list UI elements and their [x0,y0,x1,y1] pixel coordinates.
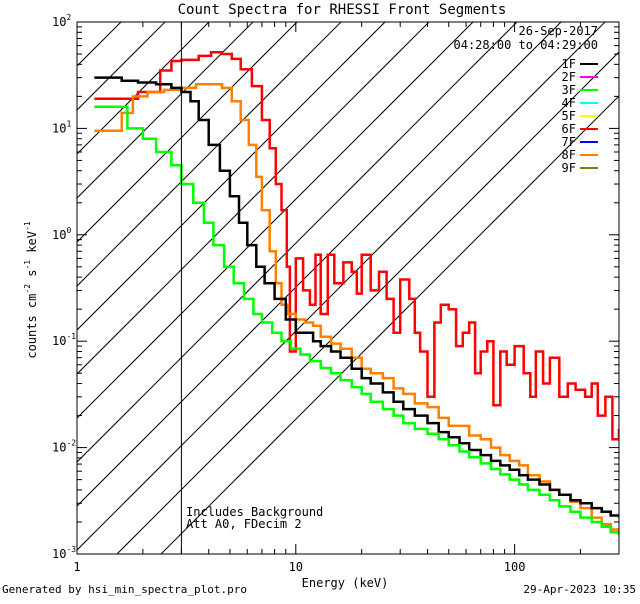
axis-ticks [76,21,620,555]
x-tick-label-1: 1 [73,560,80,574]
legend-entry: 8F [562,148,598,162]
hatch-line [77,22,254,199]
annotation-background: Includes Background [186,505,323,519]
y-tick-label-1: 100 [52,226,71,242]
series-6F-line [94,50,619,441]
y-tick-label-100: 102 [52,13,71,29]
legend-entry: 4F [562,96,598,110]
svg-text:2F: 2F [562,70,576,84]
y-tick-label-0.1: 10-1 [52,332,76,348]
hatch-line [77,22,342,287]
hatch-line [77,22,606,551]
time-range-label: 04:28:00 to 04:29:00 [454,38,599,52]
svg-text:10-1: 10-1 [52,332,76,348]
hatch-line [77,22,122,67]
legend-entry: 7F [562,135,598,149]
svg-text:7F: 7F [562,135,576,149]
series-1F-line [94,76,619,518]
legend-entry: 5F [562,109,598,123]
series-3F-line [94,105,619,536]
svg-text:10-2: 10-2 [52,439,76,455]
hatch-line [77,22,210,155]
svg-text:4F: 4F [562,96,576,110]
svg-text:9F: 9F [562,161,576,175]
legend-entry: 9F [562,161,598,175]
annotation-attenuator: Att A0, FDecim 2 [186,517,302,531]
chart-title: Count Spectra for RHESSI Front Segments [178,2,507,18]
hatch-line [116,51,619,554]
legend-entry: 3F [562,83,598,97]
footer-generated-by: Generated by hsi_min_spectra_plot.pro [2,583,248,596]
y-axis-label: counts cm-2 s-1 keV-1 [23,221,39,358]
svg-text:101: 101 [52,119,71,135]
svg-text:5F: 5F [562,109,576,123]
series-8F-line [94,82,619,536]
hatch-line [77,22,430,375]
legend-entry: 2F [562,70,598,84]
svg-text:3F: 3F [562,83,576,97]
svg-text:6F: 6F [562,122,576,136]
plot-frame [76,21,620,555]
legend-entry: 1F [562,57,598,71]
hatch-line [77,22,298,243]
hatch-line [77,22,78,23]
x-tick-label-10: 10 [289,560,303,574]
hatch-line [77,22,518,463]
legend: 1F 2F 3F 4F 5F 6F 7F 8F 9F [562,57,598,175]
y-tick-label-0.001: 10-3 [52,545,76,561]
svg-text:10-3: 10-3 [52,545,76,561]
svg-text:102: 102 [52,13,71,29]
svg-text:1F: 1F [562,57,576,71]
y-tick-label-0.01: 10-2 [52,439,76,455]
hatch-line [160,95,619,554]
legend-entry: 6F [562,122,598,136]
footer-timestamp: 29-Apr-2023 10:35 [523,583,636,596]
date-label: 26-Sep-2017 [519,24,598,38]
x-axis-label: Energy (keV) [302,576,389,590]
hatch-line [77,22,386,331]
hatch-line [77,22,474,419]
svg-text:100: 100 [52,226,71,242]
y-tick-label-10: 101 [52,119,71,135]
x-tick-label-100: 100 [504,560,526,574]
series-group [94,50,619,536]
svg-text:8F: 8F [562,148,576,162]
